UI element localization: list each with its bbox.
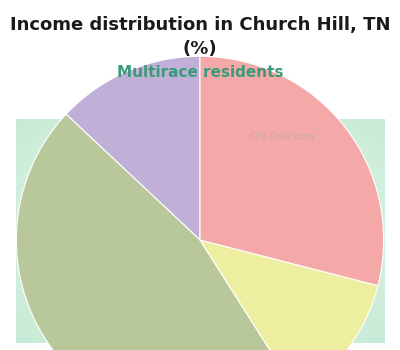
Text: $100k: $100k xyxy=(0,349,1,350)
Text: (%): (%) xyxy=(183,40,217,58)
Text: $60k: $60k xyxy=(0,349,1,350)
Wedge shape xyxy=(16,114,298,350)
Wedge shape xyxy=(66,56,200,240)
Text: City-Data.com: City-Data.com xyxy=(249,132,314,141)
Text: $20k: $20k xyxy=(0,349,1,350)
Text: $40k: $40k xyxy=(0,349,1,350)
Wedge shape xyxy=(200,56,384,286)
Wedge shape xyxy=(200,240,378,350)
Text: Multirace residents: Multirace residents xyxy=(117,65,283,80)
Text: Income distribution in Church Hill, TN: Income distribution in Church Hill, TN xyxy=(10,16,390,34)
